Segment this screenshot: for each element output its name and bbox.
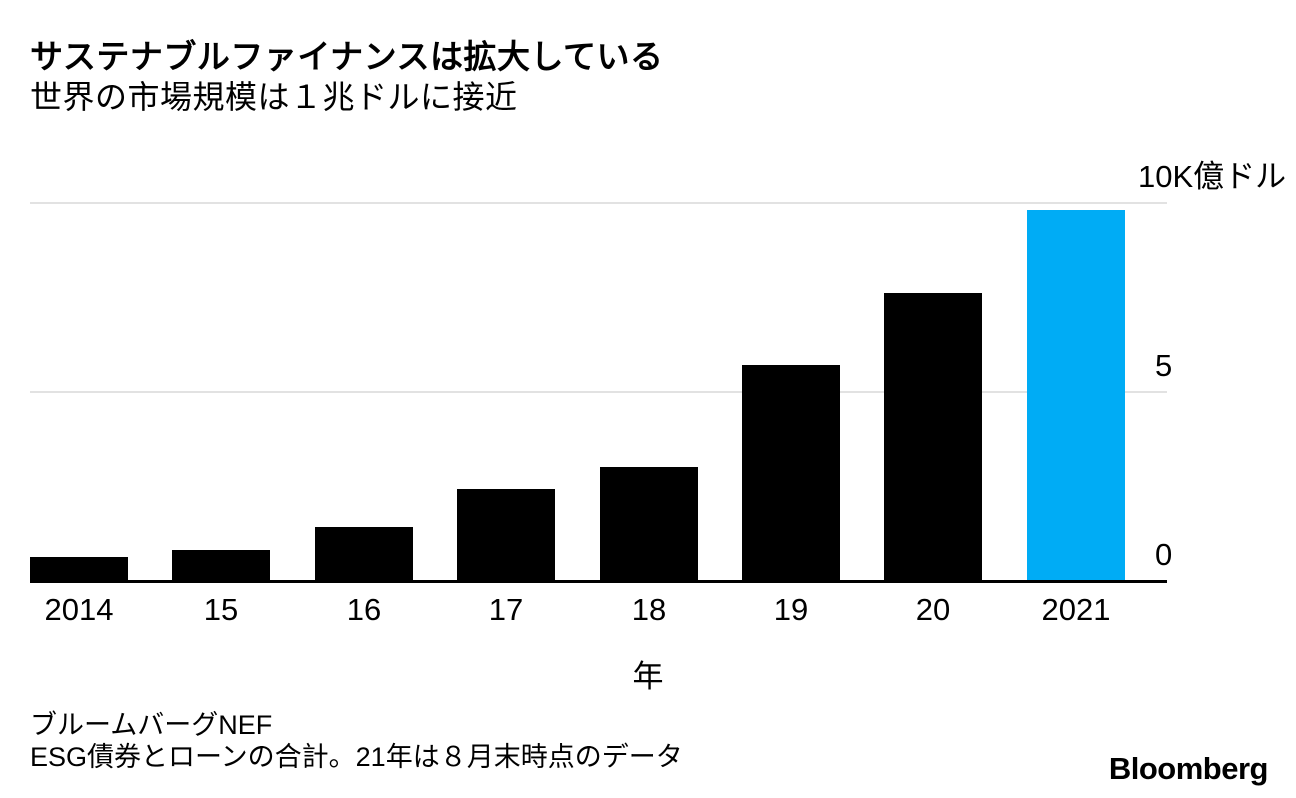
bar-15 [172, 550, 270, 580]
bloomberg-logo: Bloomberg [1108, 751, 1269, 786]
x-tick-label: 19 [773, 592, 809, 627]
chart-title: サステナブルファイナンスは拡大している [30, 38, 664, 75]
bar-18 [600, 467, 698, 580]
y-tick-label: 0 [1155, 537, 1173, 572]
bar-19 [742, 365, 840, 580]
x-tick-label: 18 [631, 592, 667, 627]
x-tick-label: 2021 [1041, 592, 1111, 627]
gridline [30, 202, 1167, 204]
y-tick-label: 5 [1155, 348, 1173, 383]
x-tick-label: 17 [488, 592, 524, 627]
bar-16 [315, 527, 413, 580]
bar-2014 [30, 557, 128, 580]
x-axis-line [30, 580, 1167, 583]
bar-20 [884, 293, 982, 580]
x-axis-title: 年 [632, 659, 664, 694]
chart-subtitle: 世界の市場規模は１兆ドルに接近 [30, 79, 518, 115]
gridline [30, 391, 1167, 393]
x-tick-label: 15 [203, 592, 239, 627]
x-tick-label: 16 [346, 592, 382, 627]
bar-2021 [1027, 210, 1125, 580]
bar-17 [457, 489, 555, 580]
x-tick-label: 20 [915, 592, 951, 627]
y-tick-label: 10K億ドル [1138, 159, 1287, 194]
source-text: ブルームバーグNEF [30, 710, 273, 740]
footnote-text: ESG債券とローンの合計。21年は８月末時点のデータ [30, 742, 683, 772]
x-tick-label: 2014 [44, 592, 114, 627]
